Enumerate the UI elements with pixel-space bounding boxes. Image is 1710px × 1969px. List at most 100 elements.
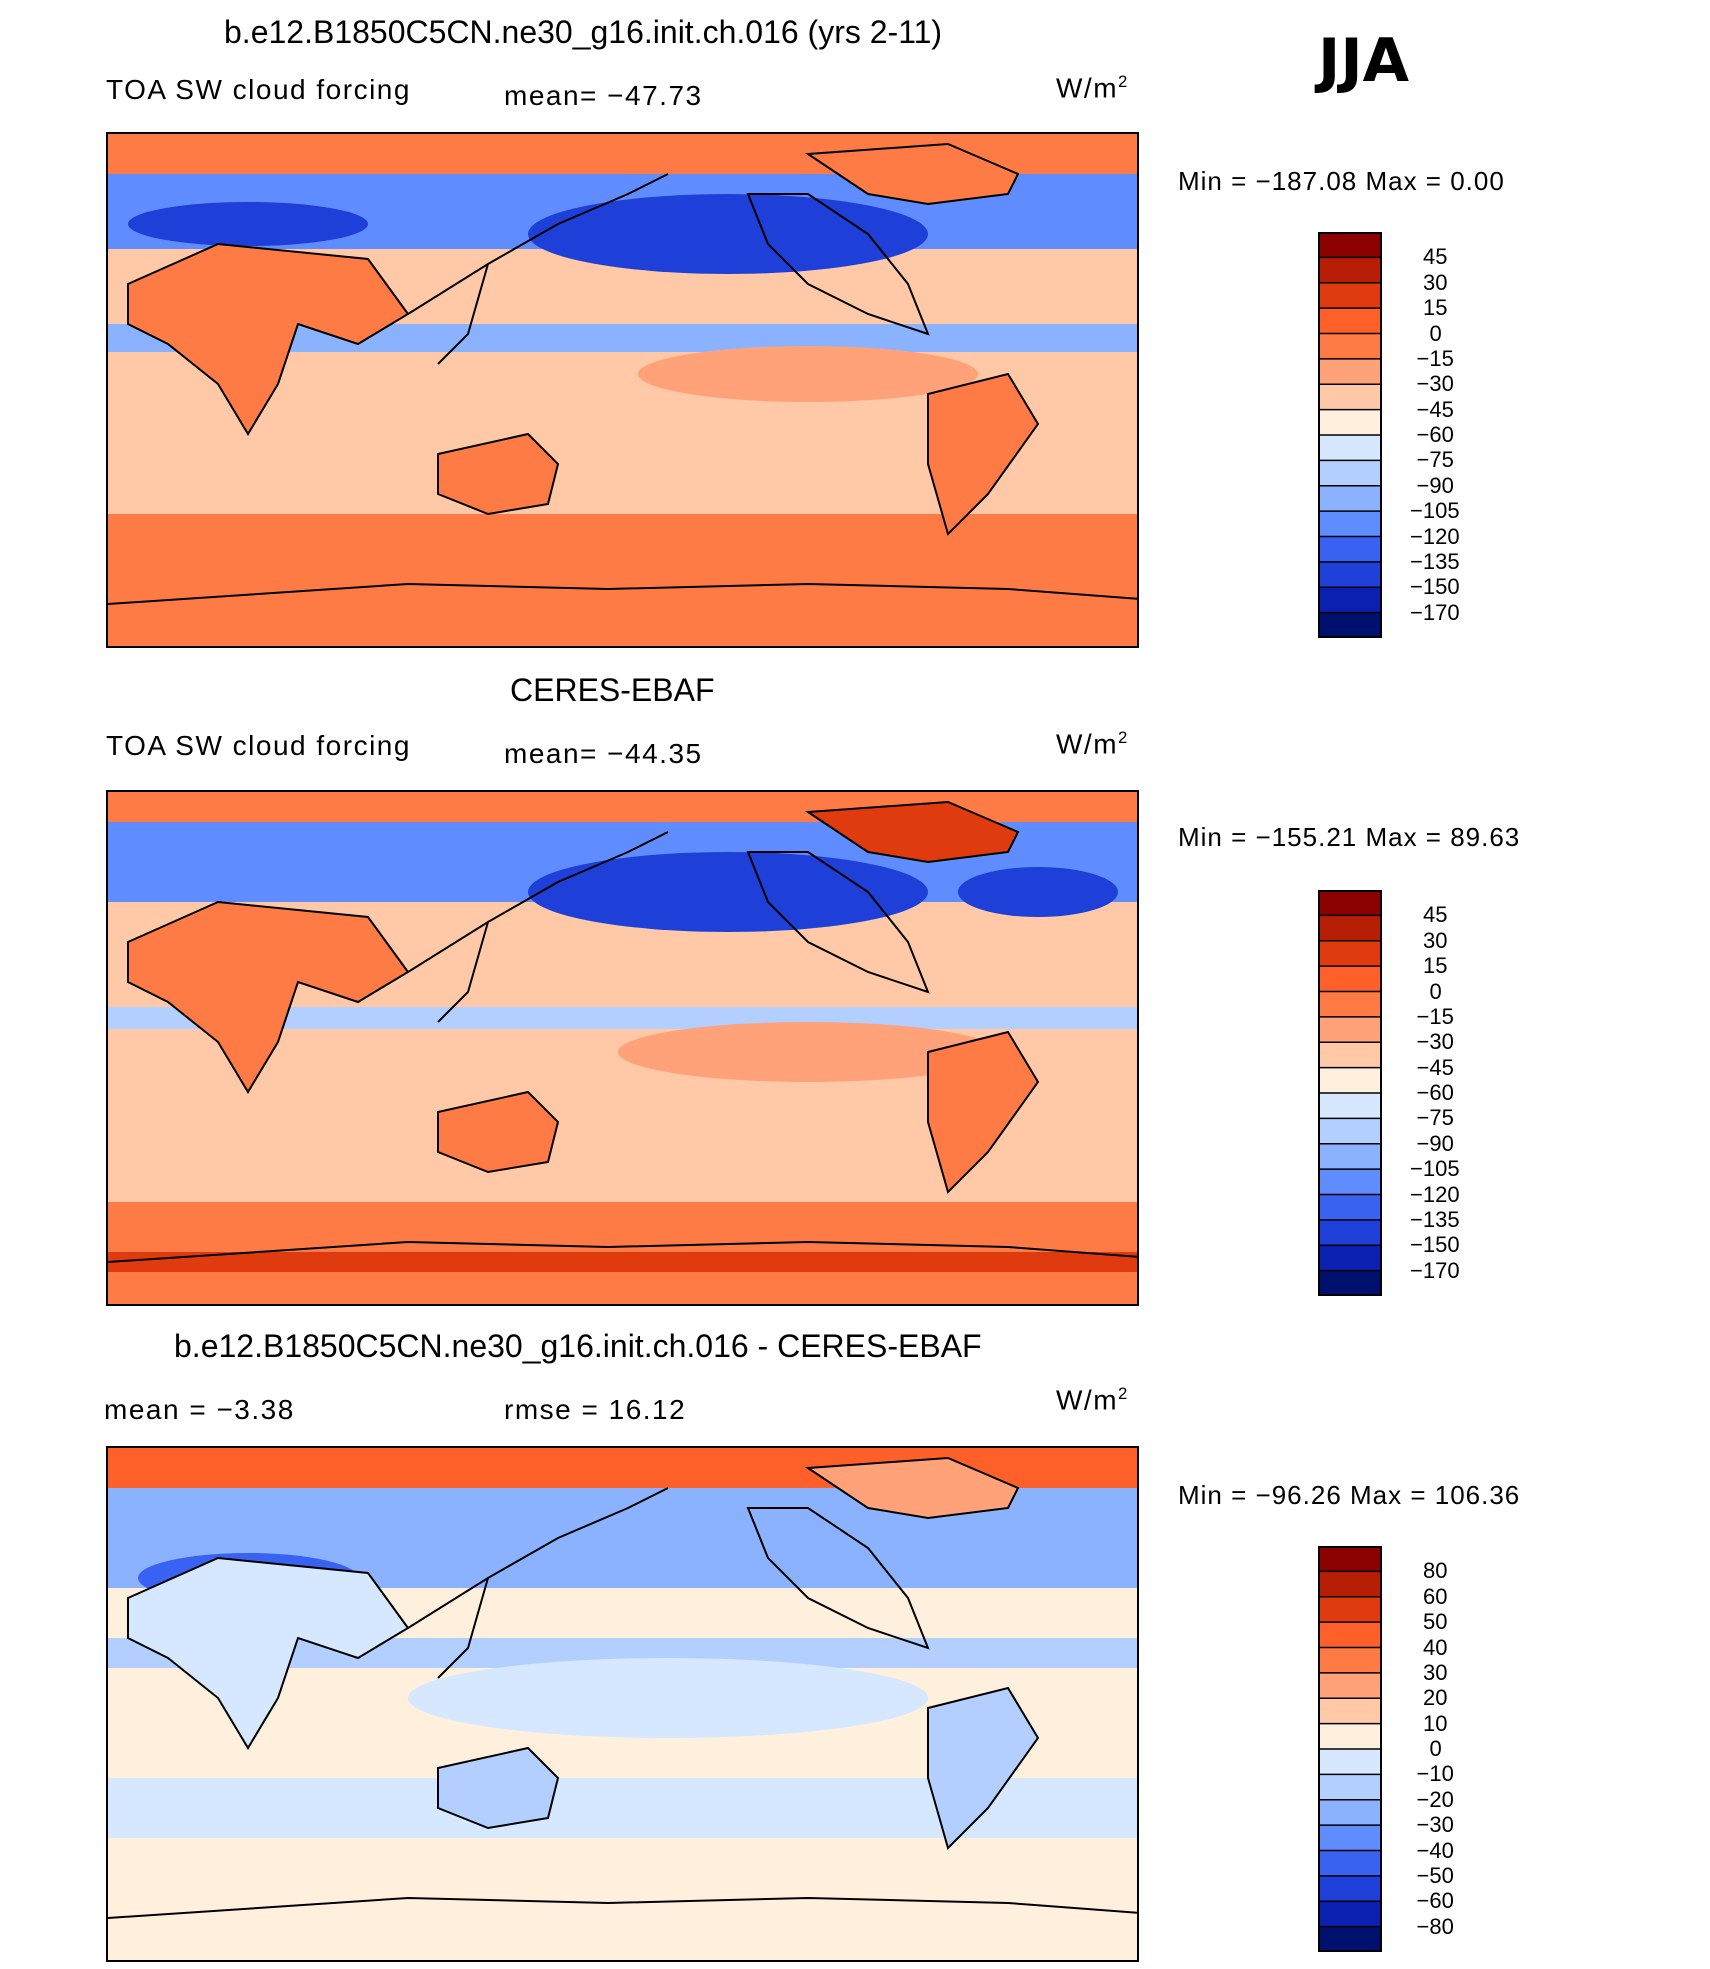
- colorbar-1-tick-label: 45: [1423, 244, 1448, 270]
- colorbar-2-swatch-13: [1318, 1219, 1382, 1246]
- colorbar-1-tick-label: −170: [1410, 599, 1460, 625]
- p2-atlantic-storm: [958, 867, 1118, 917]
- colorbar-3-swatch-13: [1318, 1875, 1382, 1902]
- colorbar-1-tick-label: −120: [1410, 523, 1460, 549]
- colorbar-1-swatch-6: [1318, 384, 1382, 411]
- colorbar-1-swatch-13: [1318, 561, 1382, 588]
- colorbar-1-tick-label: 30: [1423, 269, 1448, 295]
- colorbar-3-swatch-12: [1318, 1850, 1382, 1877]
- colorbar-1-swatch-11: [1318, 511, 1382, 537]
- colorbar-2-swatch-5: [1318, 1016, 1382, 1043]
- panel-3-colorbar-svg: [1318, 1546, 1382, 1952]
- colorbar-3-swatch-7: [1318, 1723, 1382, 1750]
- p2-australia: [438, 1092, 558, 1172]
- colorbar-2-swatch-12: [1318, 1194, 1382, 1221]
- colorbar-1-tick-label: −150: [1410, 574, 1460, 600]
- colorbar-3-tick-label: 10: [1423, 1710, 1448, 1736]
- panel-3-mean-label: mean = −3.38: [104, 1394, 295, 1425]
- panel-3-rmse-label: rmse = 16.12: [504, 1394, 687, 1425]
- p1-antarctic: [108, 614, 1137, 646]
- colorbar-3-swatch-9: [1318, 1774, 1382, 1801]
- colorbar-2-tick-label: −105: [1410, 1156, 1460, 1182]
- colorbar-1-swatch-1: [1318, 257, 1382, 284]
- p2-southern-ocean-core: [108, 1252, 1137, 1272]
- colorbar-3-swatch-6: [1318, 1698, 1382, 1725]
- panel-2-unit-label: W/m2: [1056, 728, 1129, 760]
- colorbar-2-swatch-4: [1318, 991, 1382, 1018]
- panel-1-variable-label: TOA SW cloud forcing: [106, 74, 411, 105]
- colorbar-3-swatch-14: [1318, 1901, 1382, 1928]
- colorbar-3-swatch-8: [1318, 1749, 1382, 1775]
- panel-1-unit-label: W/m2: [1056, 72, 1129, 104]
- p3-south-pacific: [408, 1658, 928, 1738]
- p1-atlantic-storm: [128, 202, 368, 246]
- colorbar-3-swatch-11: [1318, 1825, 1382, 1851]
- panel-2-map: [106, 790, 1139, 1306]
- colorbar-3-swatch-3: [1318, 1622, 1382, 1648]
- colorbar-3-swatch-5: [1318, 1672, 1382, 1699]
- colorbar-3-swatch-0: [1318, 1546, 1382, 1572]
- colorbar-2-swatch-14: [1318, 1245, 1382, 1272]
- panel-3-colorbar: [1318, 1546, 1382, 1952]
- p2-pacific-storm: [528, 852, 928, 932]
- colorbar-2-swatch-1: [1318, 915, 1382, 942]
- colorbar-1-tick-label: −90: [1416, 472, 1454, 498]
- colorbar-2-tick-label: −75: [1416, 1105, 1454, 1131]
- colorbar-3-tick-label: 40: [1423, 1634, 1448, 1660]
- p2-south-america: [928, 1032, 1038, 1192]
- p1-australia: [438, 434, 558, 514]
- colorbar-3-swatch-2: [1318, 1596, 1382, 1623]
- colorbar-2-tick-label: −30: [1416, 1029, 1454, 1055]
- colorbar-3-tick-label: −80: [1416, 1913, 1454, 1939]
- p1-south-america: [928, 374, 1038, 534]
- colorbar-1-swatch-12: [1318, 536, 1382, 563]
- colorbar-1-swatch-2: [1318, 282, 1382, 309]
- p2-africa-eurasia-west: [128, 902, 408, 1092]
- colorbar-1-swatch-0: [1318, 232, 1382, 258]
- colorbar-2-swatch-3: [1318, 966, 1382, 992]
- colorbar-3-tick-label: −40: [1416, 1837, 1454, 1863]
- colorbar-3-tick-label: 50: [1423, 1609, 1448, 1635]
- colorbar-3-tick-label: 0: [1429, 1736, 1442, 1761]
- colorbar-1-border: [1318, 232, 1382, 638]
- colorbar-2-tick-label: −150: [1410, 1232, 1460, 1258]
- p1-pacific-storm: [528, 194, 928, 274]
- panel-2-map-svg: [108, 792, 1137, 1304]
- colorbar-1-swatch-10: [1318, 485, 1382, 512]
- colorbar-1-swatch-5: [1318, 358, 1382, 385]
- p3-antarctic: [108, 1928, 1137, 1960]
- colorbar-2-tick-label: 30: [1423, 927, 1448, 953]
- colorbar-1-swatch-4: [1318, 333, 1382, 360]
- colorbar-3-tick-label: 20: [1423, 1685, 1448, 1711]
- colorbar-2-swatch-8: [1318, 1093, 1382, 1119]
- colorbar-3-tick-label: −20: [1416, 1786, 1454, 1812]
- panel-2-colorbar: [1318, 890, 1382, 1296]
- panel-3-unit-label: W/m2: [1056, 1384, 1129, 1416]
- colorbar-1-tick-label: −15: [1416, 345, 1454, 371]
- colorbar-1-swatch-3: [1318, 308, 1382, 334]
- colorbar-1-swatch-8: [1318, 435, 1382, 461]
- colorbar-2-tick-label: 0: [1429, 978, 1442, 1004]
- colorbar-3-border: [1318, 1546, 1382, 1952]
- colorbar-2-border: [1318, 890, 1382, 1296]
- colorbar-3-tick-label: 30: [1423, 1659, 1448, 1685]
- colorbar-2-tick-label: 15: [1423, 953, 1448, 979]
- colorbar-1-swatch-15: [1318, 612, 1382, 638]
- colorbar-1-tick-label: 15: [1423, 295, 1448, 321]
- panel-3-minmax: Min = −96.26 Max = 106.36: [1178, 1480, 1521, 1510]
- colorbar-2-swatch-7: [1318, 1067, 1382, 1094]
- colorbar-3-swatch-15: [1318, 1926, 1382, 1952]
- p2-itcz: [108, 1007, 1137, 1029]
- colorbar-3-tick-label: −50: [1416, 1862, 1454, 1888]
- colorbar-2-swatch-10: [1318, 1143, 1382, 1170]
- colorbar-2-tick-label: −135: [1410, 1206, 1460, 1232]
- panel-2-mean-label: mean= −44.35: [504, 738, 703, 769]
- p2-south-pacific-subtrop: [618, 1022, 998, 1082]
- colorbar-1-tick-label: −105: [1410, 498, 1460, 524]
- panel-1-colorbar: [1318, 232, 1382, 638]
- colorbar-2-tick-label: −15: [1416, 1003, 1454, 1029]
- colorbar-1-swatch-9: [1318, 460, 1382, 487]
- colorbar-2-swatch-2: [1318, 940, 1382, 967]
- colorbar-1-tick-label: 0: [1429, 320, 1442, 346]
- colorbar-2-swatch-11: [1318, 1169, 1382, 1195]
